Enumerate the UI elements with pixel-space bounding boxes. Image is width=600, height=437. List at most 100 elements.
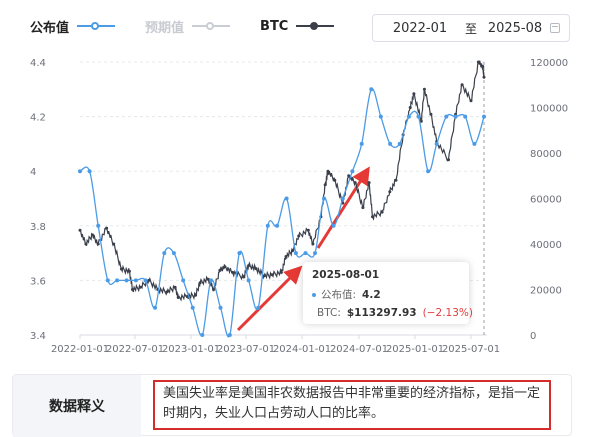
btc-data-point — [262, 274, 266, 278]
tooltip-published-marker — [312, 292, 316, 297]
btc-data-point — [469, 99, 473, 103]
date-range-start[interactable]: 2022-01 — [392, 20, 448, 36]
btc-data-point — [212, 288, 216, 291]
calendar-icon[interactable] — [550, 23, 560, 33]
explanation-title: 数据释义 — [13, 375, 141, 437]
x-axis-tick-label: 2023-07-01 — [217, 344, 275, 355]
published-data-point — [350, 169, 355, 174]
published-data-point — [434, 141, 439, 146]
btc-data-point — [482, 75, 486, 79]
published-data-point — [313, 251, 317, 256]
btc-data-point — [476, 60, 480, 64]
btc-data-point — [90, 233, 94, 237]
btc-data-point — [176, 296, 180, 299]
chart-plot: 3.4 3.6 3.8 4 4.2 4.4 0 20000 40000 60000 80000 100… — [30, 58, 568, 355]
published-data-point — [237, 251, 242, 256]
btc-data-point — [284, 255, 288, 258]
published-data-point — [463, 114, 468, 119]
legend-forecast[interactable]: 预期值 — [145, 17, 231, 36]
btc-data-point — [173, 285, 177, 289]
btc-data-point — [380, 210, 384, 214]
published-data-point — [87, 169, 92, 174]
legend-btc[interactable]: BTC — [260, 19, 335, 34]
date-range-picker[interactable]: 2022-01 至 2025-08 — [372, 14, 570, 42]
published-data-point — [426, 169, 431, 174]
btc-data-point — [247, 264, 251, 268]
published-data-point — [143, 278, 148, 283]
btc-data-point — [127, 269, 131, 273]
date-range-separator: 至 — [465, 21, 478, 36]
left-axis-tick-label: 4.2 — [30, 113, 46, 124]
published-data-point — [303, 251, 308, 256]
btc-data-point — [218, 268, 222, 272]
right-axis-tick-label: 20000 — [530, 286, 562, 297]
x-axis-tick-label: 2025-01-01 — [386, 344, 444, 355]
btc-data-point — [231, 270, 235, 274]
legend-published[interactable]: 公布值 — [30, 17, 116, 36]
x-axis-tick-label: 2022-01-01 — [51, 344, 109, 355]
published-data-point — [369, 87, 374, 92]
right-axis-tick-label: 100000 — [530, 104, 568, 115]
published-data-point — [265, 223, 270, 228]
published-series-line — [79, 88, 485, 338]
published-data-point — [227, 333, 232, 337]
published-data-point — [133, 278, 138, 283]
published-data-point — [105, 278, 110, 283]
x-axis-tick-label: 2024-07-01 — [330, 344, 388, 355]
published-data-point — [153, 305, 158, 310]
btc-data-point — [306, 228, 310, 232]
published-data-point — [359, 141, 364, 146]
right-axis-tick-label: 40000 — [530, 240, 562, 251]
legend-forecast-swatch — [192, 21, 231, 31]
tooltip-btc-value: $113297.93 — [346, 307, 417, 319]
chart-legend: 公布值 预期值 BTC — [30, 14, 335, 38]
left-axis-tick-label: 4 — [30, 167, 36, 178]
btc-data-point — [388, 190, 392, 194]
published-data-point — [284, 196, 289, 201]
published-data-point — [124, 278, 129, 283]
btc-data-point — [131, 288, 134, 291]
published-data-point — [162, 251, 167, 256]
btc-data-point — [254, 267, 258, 271]
btc-data-point — [419, 119, 423, 123]
btc-data-point — [460, 83, 464, 87]
right-axis-tick-label: 60000 — [530, 195, 562, 206]
btc-data-point — [206, 277, 210, 281]
btc-data-point — [242, 275, 246, 279]
btc-data-point — [119, 267, 123, 271]
right-axis-tick-label: 0 — [530, 331, 536, 342]
published-data-point — [482, 114, 486, 119]
btc-data-point — [223, 265, 227, 269]
btc-data-point — [394, 178, 398, 182]
btc-data-point — [412, 92, 416, 96]
btc-data-point — [361, 206, 365, 210]
data-explanation: 数据释义 美国失业率是美国非农数据报告中非常重要的经济指标，是指一定时期内，失业… — [12, 374, 572, 437]
x-axis-tick-label: 2022-07-01 — [106, 344, 164, 355]
tooltip-btc-change: (−2.13%) — [422, 307, 473, 319]
btc-data-point — [422, 87, 426, 91]
published-data-point — [416, 114, 421, 119]
tooltip-published-row: 公布值: 4.2 — [312, 287, 460, 302]
x-axis-tick-label: 2025-07-01 — [442, 344, 500, 355]
btc-data-point — [96, 242, 100, 246]
published-data-point — [209, 278, 213, 283]
published-data-point — [181, 278, 186, 283]
x-axis-tick-label: 2023-01-01 — [162, 344, 220, 355]
published-data-point — [378, 114, 383, 119]
right-axis-tick-label: 120000 — [530, 58, 568, 69]
tooltip-btc-row: BTC: $113297.93 (−2.13%) — [312, 307, 473, 319]
btc-data-point — [297, 234, 301, 238]
published-data-point — [444, 114, 449, 119]
btc-data-point — [347, 174, 351, 178]
published-data-point — [331, 223, 336, 228]
published-data-point — [397, 141, 402, 146]
published-data-point — [246, 278, 251, 283]
left-axis-tick-label: 3.8 — [30, 222, 46, 233]
published-data-point — [96, 223, 101, 228]
x-axis-tick-label: 2024-01-01 — [273, 344, 331, 355]
published-data-point — [472, 141, 477, 146]
date-range-end[interactable]: 2025-08 — [487, 20, 543, 36]
btc-data-point — [84, 242, 88, 246]
btc-data-point — [408, 106, 412, 109]
btc-data-point — [429, 112, 433, 116]
